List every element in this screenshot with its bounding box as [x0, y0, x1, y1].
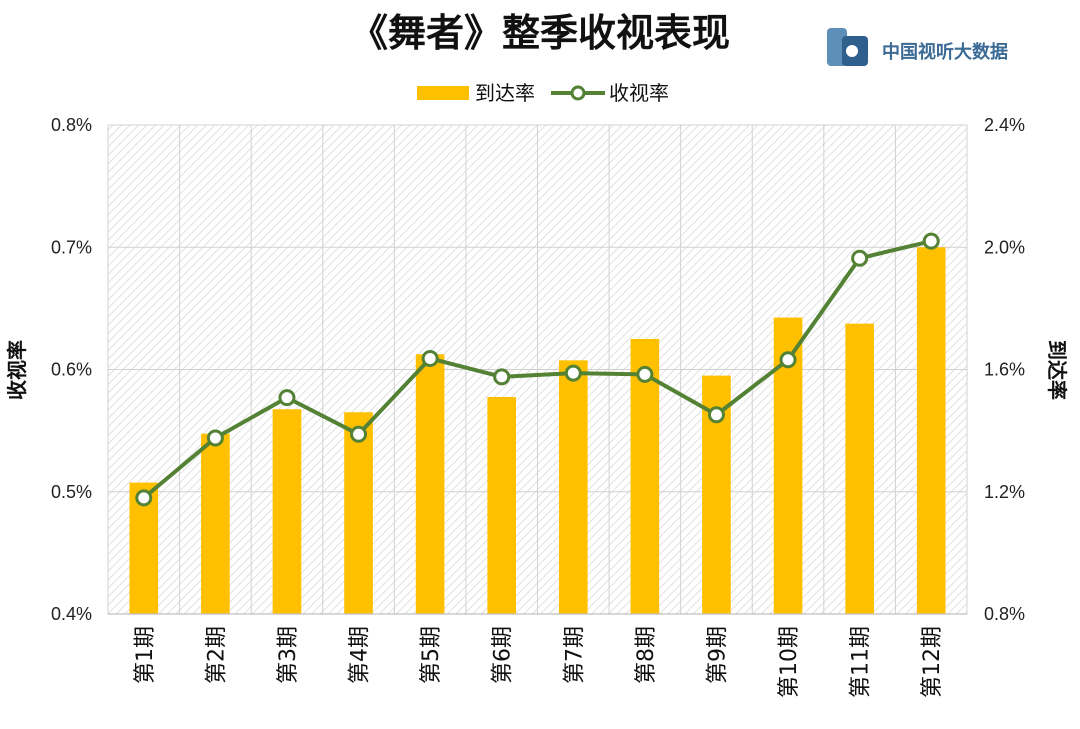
bar-reach [344, 412, 373, 614]
legend: 到达率 收视率 [417, 81, 669, 105]
point-rating [278, 389, 296, 407]
bar-reach [916, 247, 946, 614]
point-rating [135, 489, 153, 507]
point-rating [851, 249, 869, 267]
x-tick-label: 第11期 [849, 626, 874, 698]
point-rating [493, 368, 511, 386]
x-tick-label: 第12期 [920, 626, 945, 698]
x-tick-label: 第2期 [204, 626, 229, 684]
x-axis: 第1期 第2期 第3期 第4期 第5期 第6期 第7期 第8期 第9期 第10期 第11期 第12期 [108, 613, 967, 698]
logo-text: 中国视听大数据 [882, 41, 1008, 63]
brand-logo: 中国视听大数据 [827, 28, 1008, 66]
y-tick-label: 0.8% [51, 115, 92, 135]
bar-reach [201, 433, 230, 614]
legend-swatch-rating-marker [570, 85, 586, 101]
chart-title: 《舞者》整季收视表现 [350, 11, 730, 55]
y-axis-left: 0.4% 0.5% 0.6% 0.7% 0.8% [51, 115, 92, 624]
bar-reach [272, 409, 302, 614]
bar-reach [630, 338, 660, 614]
x-tick-label: 第3期 [276, 626, 301, 684]
bar-reach [415, 354, 445, 614]
y-tick-label: 0.7% [51, 237, 92, 257]
y-tick-label: 0.4% [51, 604, 92, 624]
x-tick-label: 第9期 [705, 626, 730, 684]
y2-axis-title: 到达率 [1045, 340, 1069, 400]
y2-tick-label: 1.2% [984, 482, 1025, 502]
x-tick-label: 第4期 [348, 626, 373, 684]
y2-tick-label: 1.6% [984, 360, 1025, 380]
bar-reach [845, 323, 874, 614]
gridlines [107, 124, 968, 615]
y-axis-title: 收视率 [5, 340, 29, 400]
legend-swatch-reach [417, 86, 469, 100]
y2-tick-label: 2.4% [984, 115, 1025, 135]
x-tick-label: 第10期 [777, 626, 802, 698]
line-series-rating [135, 232, 940, 507]
y-tick-label: 0.5% [51, 482, 92, 502]
x-tick-label: 第5期 [419, 626, 444, 684]
x-tick-label: 第1期 [133, 626, 158, 684]
point-rating [564, 364, 582, 382]
x-tick-label: 第6期 [491, 626, 516, 684]
cvb-logo-icon [827, 28, 868, 66]
x-tick-label: 第7期 [562, 626, 587, 684]
point-rating [350, 425, 368, 443]
line-rating [142, 239, 932, 500]
point-rating [922, 232, 940, 250]
bar-reach [487, 397, 517, 614]
legend-label-reach: 到达率 [475, 81, 535, 105]
point-rating [636, 365, 654, 383]
point-rating [206, 429, 224, 447]
legend-label-rating: 收视率 [609, 81, 669, 105]
y-tick-label: 0.6% [51, 360, 92, 380]
y2-tick-label: 0.8% [984, 604, 1025, 624]
bar-reach [558, 360, 588, 614]
y-axis-right: 0.8% 1.2% 1.6% 2.0% 2.4% [984, 115, 1025, 624]
x-tick-label: 第8期 [634, 626, 659, 684]
point-rating [421, 349, 439, 367]
y2-tick-label: 2.0% [984, 237, 1025, 257]
point-rating [707, 406, 725, 424]
point-rating [779, 351, 797, 369]
